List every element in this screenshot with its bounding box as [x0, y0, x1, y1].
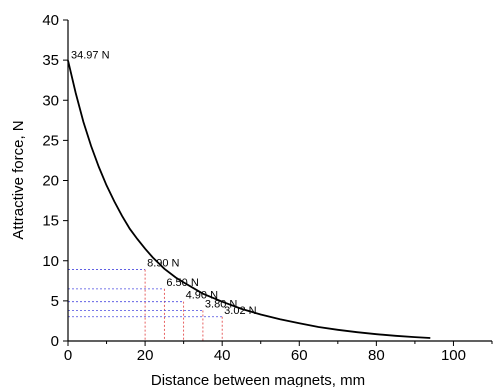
- x-tick-label: 40: [214, 347, 231, 364]
- axes: [67, 20, 492, 342]
- x-tick-label: 100: [441, 347, 466, 364]
- y-tick-label: 5: [51, 293, 59, 310]
- data-label: 34.97 N: [71, 49, 110, 61]
- y-tick-label: 15: [42, 213, 59, 230]
- y-tick-label: 0: [51, 333, 59, 350]
- y-tick-label: 40: [42, 12, 59, 29]
- x-tick-label: 80: [368, 347, 385, 364]
- x-axis-title: Distance between magnets, mm: [151, 372, 365, 387]
- x-tick-label: 0: [64, 347, 72, 364]
- guide-lines: [68, 269, 223, 341]
- x-tick-label: 60: [291, 347, 308, 364]
- data-label: 3.02 N: [224, 305, 256, 317]
- data-annotations: 34.97 N 8.90 N 6.50 N4.90 N3.80 N3.02 N: [71, 49, 257, 316]
- x-ticks: 0 20 40 60 80 100: [64, 341, 493, 364]
- data-label: 6.50 N: [166, 277, 198, 289]
- data-label: 4.90 N: [186, 290, 218, 302]
- y-tick-label: 20: [42, 173, 59, 190]
- x-tick-label: 20: [137, 347, 154, 364]
- data-label: 3.80 N: [205, 299, 237, 311]
- y-tick-label: 35: [42, 52, 59, 69]
- series-line: [67, 60, 431, 339]
- y-ticks: 0 5 10 15 20 25 30 35 40: [42, 12, 68, 350]
- y-tick-label: 25: [42, 132, 59, 149]
- y-tick-label: 30: [42, 92, 59, 109]
- y-axis-title: Attractive force, N: [10, 120, 27, 239]
- data-label: 8.90 N: [147, 258, 179, 270]
- y-tick-label: 10: [42, 253, 59, 270]
